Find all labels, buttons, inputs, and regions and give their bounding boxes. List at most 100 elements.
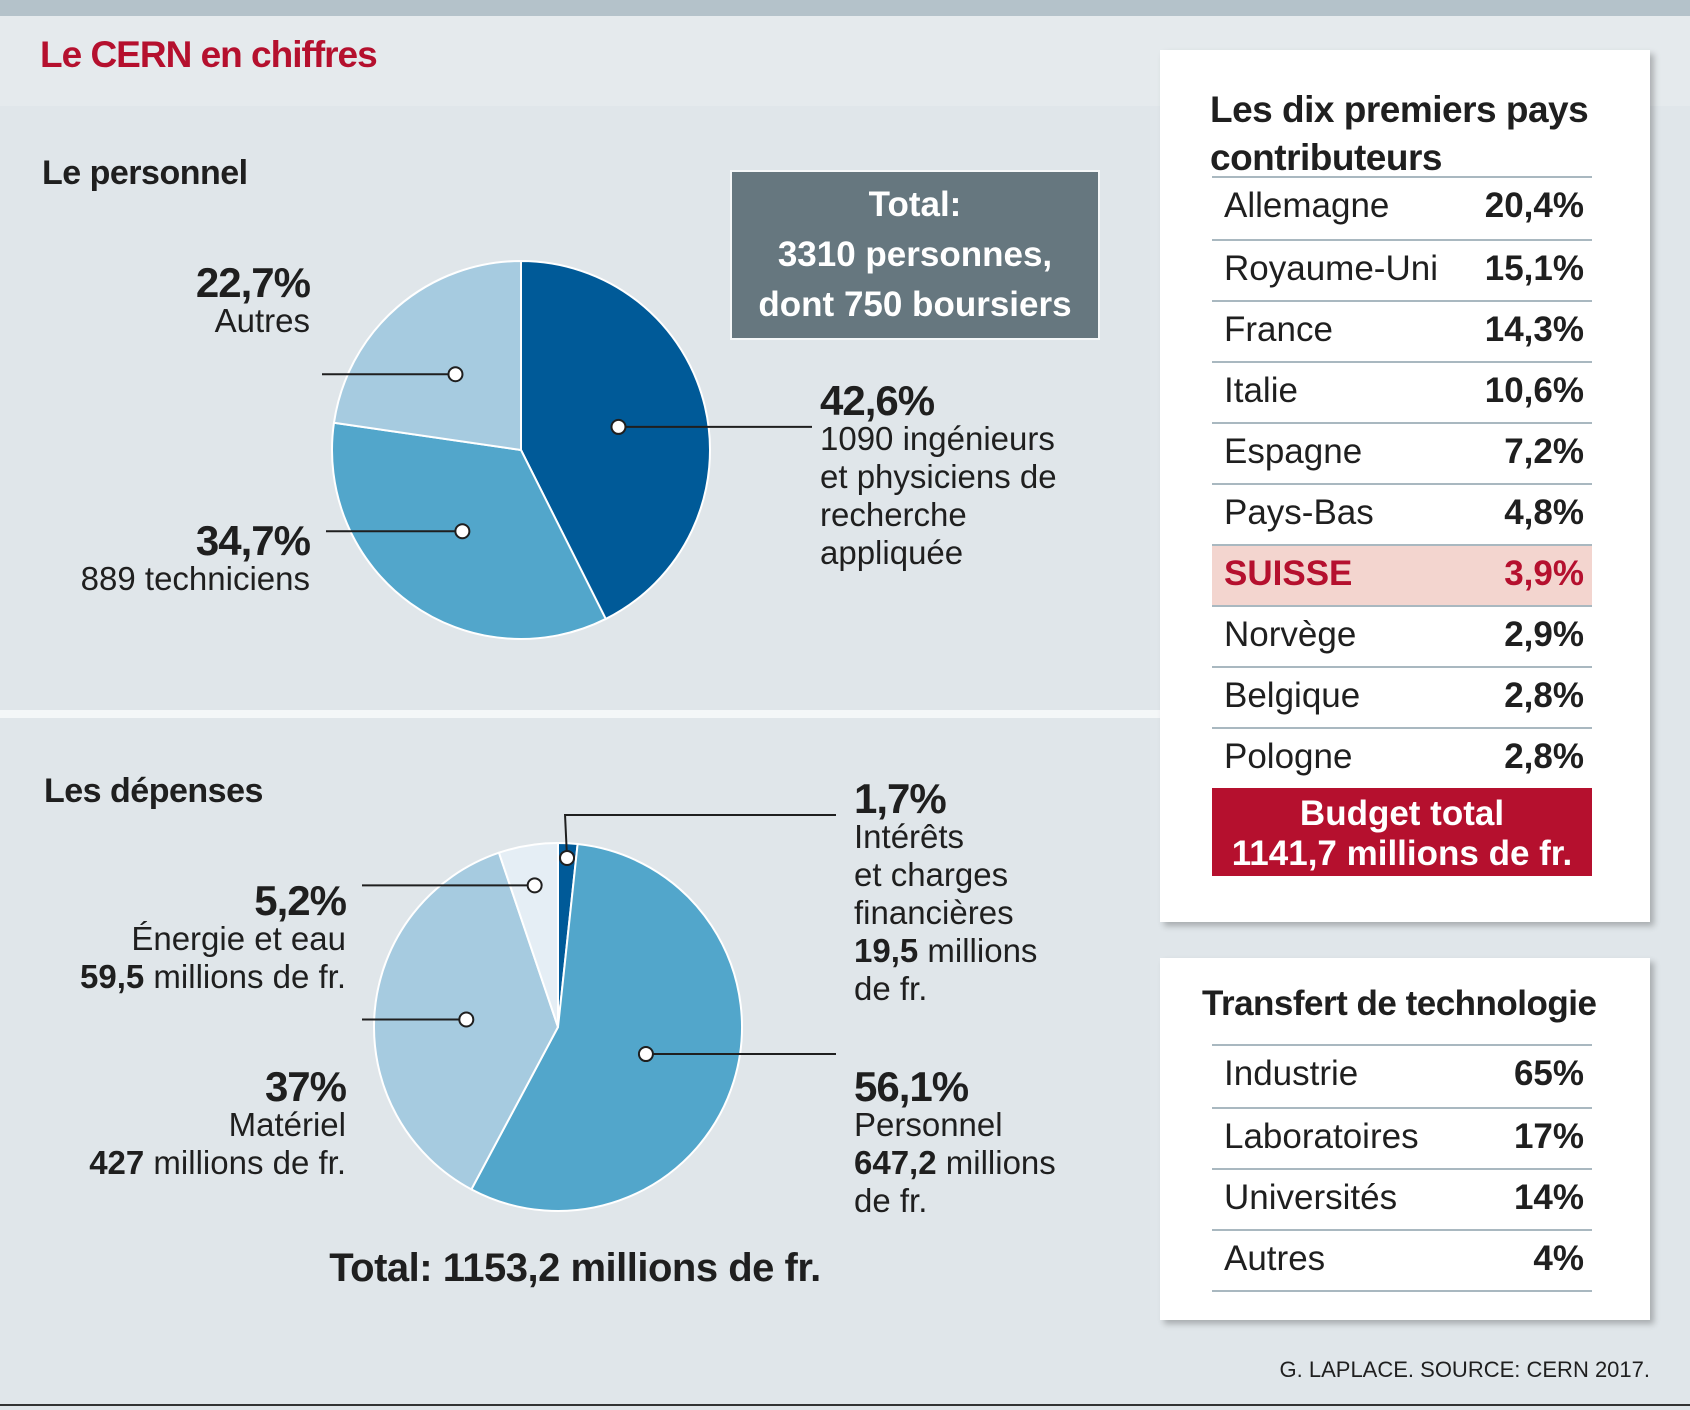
row-label: Allemagne (1224, 186, 1390, 225)
ingenieurs-marker (610, 418, 627, 435)
label-line: et physiciens de (820, 458, 1057, 495)
row-value: 17% (1513, 1117, 1584, 1156)
contributors-title-line: contributeurs (1210, 137, 1442, 178)
label-pct: 1,7% (854, 775, 947, 822)
transfert-title: Transfert de technologie (1202, 984, 1597, 1023)
label-amount: 19,5 millions (854, 932, 1037, 970)
row-label: Pays-Bas (1224, 493, 1374, 532)
row-value: 10,6% (1484, 371, 1584, 410)
transfert-table: Industrie 65% Laboratoires 17% Universités 14… (1212, 1044, 1592, 1292)
budget-line: Budget total (1299, 794, 1505, 833)
row-label: Norvège (1224, 615, 1357, 654)
section-separator (0, 710, 1160, 718)
row-label: Italie (1224, 371, 1298, 410)
label-line: Énergie et eau (131, 920, 346, 957)
label-line: recherche (820, 496, 967, 533)
personnel-total-box: Total: 3310 personnes, dont 750 boursier… (730, 170, 1100, 340)
row-label: Belgique (1224, 676, 1361, 715)
label-amount: 59,5 millions de fr. (80, 958, 346, 996)
amount-rest: millions (918, 932, 1038, 969)
row-value: 7,2% (1504, 432, 1584, 471)
table-row: SUISSE 3,9% (1212, 544, 1592, 605)
depenses-total: Total: 1153,2 millions de fr. (329, 1246, 821, 1290)
contributors-title-line: Les dix premiers pays (1210, 89, 1589, 130)
label-line: appliquée (820, 534, 964, 571)
personnel-marker (637, 1046, 654, 1063)
label-energie: 5,2% Énergie et eau 59,5 millions de fr. (80, 877, 347, 996)
row-value: 2,8% (1504, 737, 1584, 776)
label-amount: 647,2 millions (854, 1144, 1056, 1182)
amount-rest: millions de fr. (144, 1144, 346, 1181)
interets-leader (563, 814, 836, 859)
row-label: Universités (1224, 1178, 1398, 1217)
total-line-1: Total: (868, 185, 962, 224)
label-line: financières (854, 894, 1014, 931)
label-pct: 34,7% (195, 517, 311, 564)
page-title: Le CERN en chiffres (40, 34, 378, 75)
label-line: Personnel (854, 1106, 1003, 1143)
row-value: 4,8% (1504, 493, 1584, 532)
label-personnel: 56,1% Personnel 647,2 millions de fr. (854, 1063, 1056, 1220)
depenses-pie-slice-3 (497, 841, 559, 1028)
row-value: 2,8% (1504, 676, 1584, 715)
label-pct: 37% (264, 1063, 347, 1110)
personnel-pie-slice-2 (332, 259, 522, 452)
energie-marker (526, 877, 543, 894)
label-line: de fr. (854, 1182, 928, 1219)
transfert-panel: Transfert de technologie Industrie 65% Lab… (1160, 958, 1650, 1320)
label-autres: 22,7% Autres (195, 259, 311, 340)
row-value: 2,9% (1504, 615, 1584, 654)
label-line: Autres (214, 302, 310, 339)
table-row: Italie 10,6% (1212, 361, 1592, 422)
label-pct: 56,1% (854, 1063, 969, 1110)
source-credit: G. LAPLACE. SOURCE: CERN 2017. (1279, 1357, 1650, 1382)
label-interets: 1,7% Intérêts et charges financières 19,… (854, 775, 1037, 1008)
contributors-title: Les dix premiers pays contributeurs (1210, 86, 1589, 182)
row-label: Espagne (1224, 432, 1363, 471)
amount-rest: millions (936, 1144, 1056, 1181)
label-techniciens: 34,7% 889 techniciens (80, 517, 311, 598)
bottom-rule (0, 1404, 1690, 1406)
table-row: Royaume-Uni 15,1% (1212, 239, 1592, 300)
top-bar (0, 0, 1690, 16)
label-line: Intérêts (854, 818, 965, 855)
table-row: France 14,3% (1212, 300, 1592, 361)
interets-marker (559, 849, 576, 866)
depenses-pie-slice-1 (470, 842, 744, 1212)
row-value: 14,3% (1484, 310, 1584, 349)
table-row: Autres 4% (1212, 1229, 1592, 1290)
row-value: 3,9% (1504, 554, 1584, 593)
label-amount: 427 millions de fr. (89, 1144, 346, 1182)
contributors-table: Allemagne 20,4% Royaume-Uni 15,1% France 14,3… (1212, 176, 1592, 876)
label-pct: 42,6% (820, 377, 935, 424)
label-line: Matériel (228, 1106, 346, 1143)
amount-bold: 19,5 (854, 932, 919, 969)
table-row: Laboratoires 17% (1212, 1107, 1592, 1168)
label-ingenieurs: 42,6% 1090 ingénieurs et physiciens de r… (820, 377, 1057, 572)
label-pct: 22,7% (195, 259, 311, 306)
amount-bold: 647,2 (854, 1144, 937, 1181)
row-label: SUISSE (1224, 554, 1353, 593)
techniciens-marker (454, 523, 471, 540)
label-pct: 5,2% (254, 877, 347, 924)
materiel-marker (458, 1011, 475, 1028)
total-line-3: dont 750 boursiers (758, 285, 1072, 324)
contributors-panel: Les dix premiers pays contributeurs Alle… (1160, 50, 1650, 922)
personnel-pie-slice-0 (520, 259, 711, 621)
table-row: Industrie 65% (1212, 1046, 1592, 1107)
amount-bold: 427 (89, 1144, 145, 1181)
label-line: 889 techniciens (80, 560, 310, 597)
amount-bold: 59,5 (80, 958, 145, 995)
table-row: Norvège 2,9% (1212, 605, 1592, 666)
budget-total: Budget total 1141,7 millions de fr. (1212, 788, 1592, 876)
row-label: Industrie (1224, 1054, 1359, 1093)
table-row: Universités 14% (1212, 1168, 1592, 1229)
row-label: Royaume-Uni (1224, 249, 1438, 288)
row-value: 4% (1533, 1239, 1584, 1278)
total-line-2: 3310 personnes, (777, 235, 1053, 274)
table-row: Belgique 2,8% (1212, 666, 1592, 727)
amount-rest: millions de fr. (144, 958, 346, 995)
table-row: Allemagne 20,4% (1212, 178, 1592, 239)
row-value: 14% (1513, 1178, 1584, 1217)
